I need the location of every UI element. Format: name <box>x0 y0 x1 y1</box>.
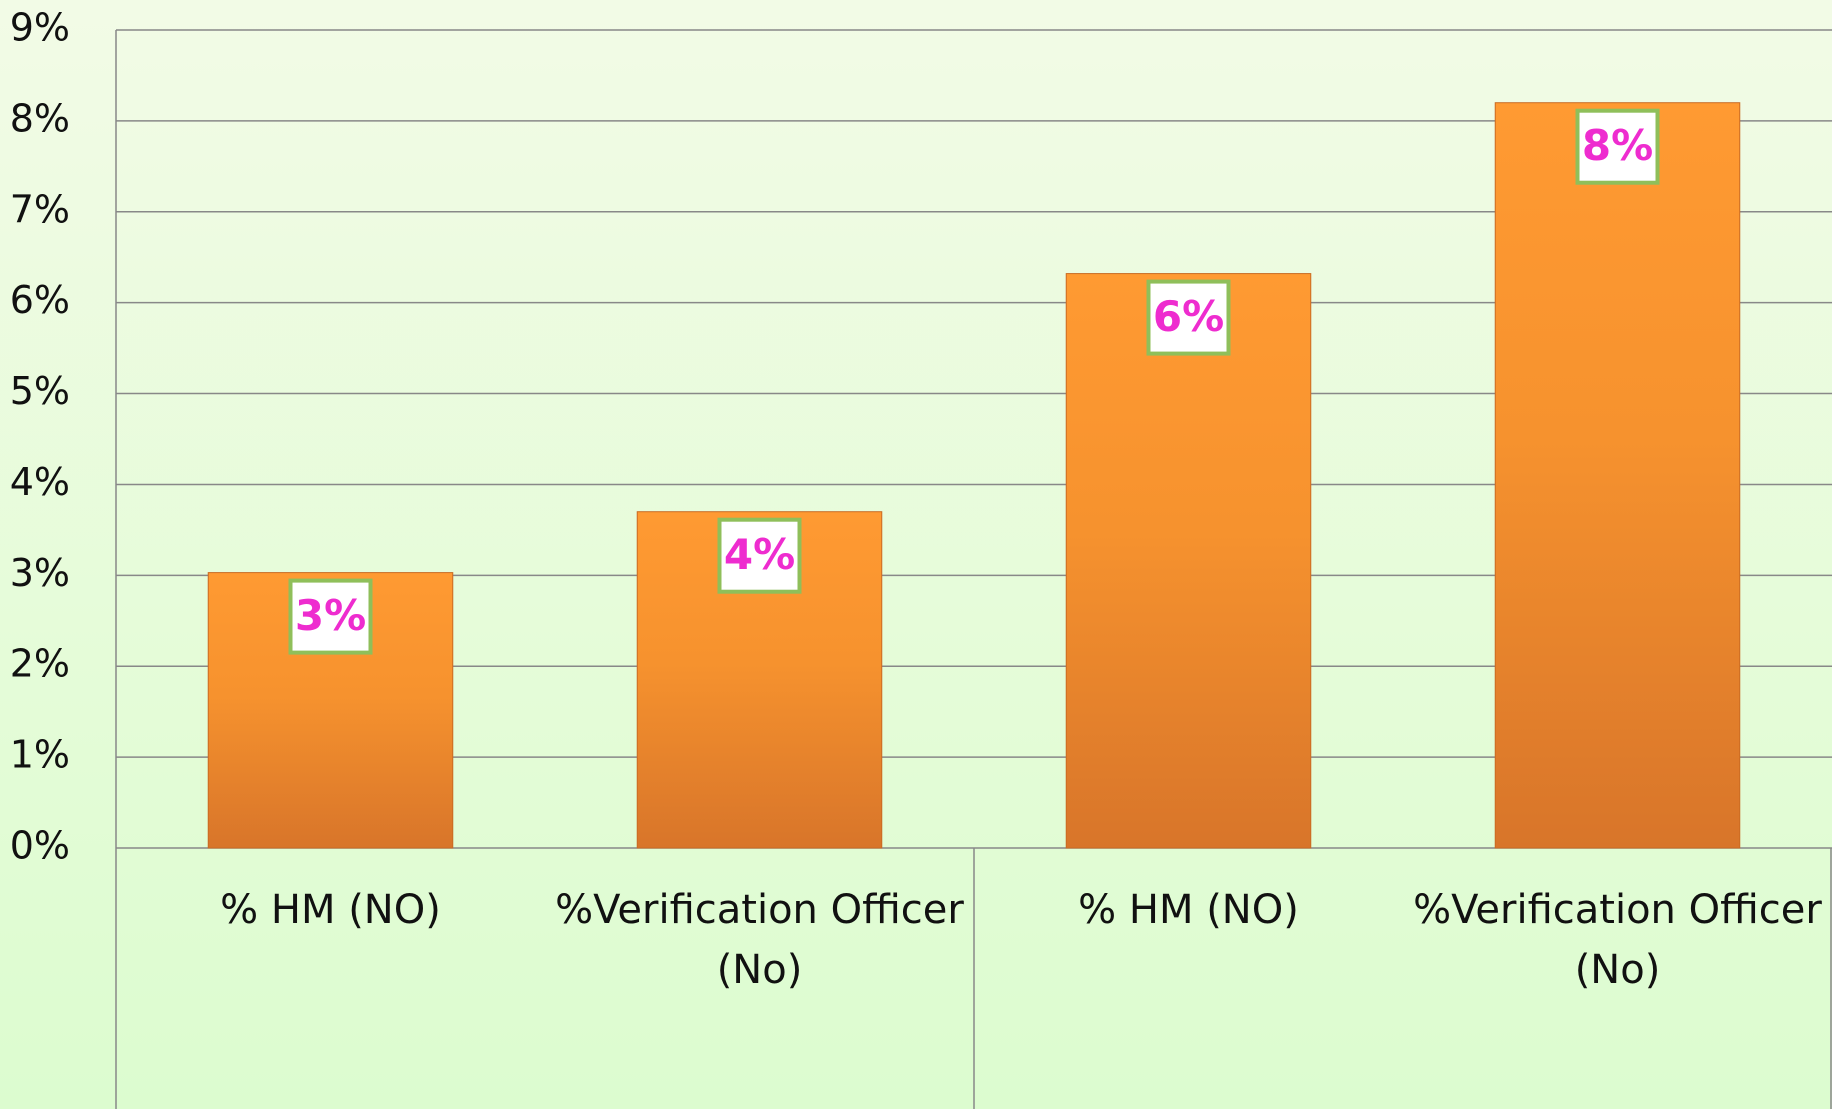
x-tick-label: %Verification Officer (No) <box>1413 887 1822 993</box>
y-tick-label: 7% <box>10 187 70 231</box>
y-tick-label: 3% <box>10 551 70 595</box>
y-tick-label: 9% <box>10 6 70 50</box>
x-tick-label: %Verification Officer (No) <box>555 887 964 993</box>
bar <box>1065 273 1312 849</box>
value-label: 6% <box>1153 292 1224 341</box>
x-tick-label: % HM (NO) <box>220 887 441 933</box>
value-label-box <box>1575 108 1660 185</box>
value-label-box <box>288 578 373 655</box>
y-tick-label: 5% <box>10 369 70 413</box>
y-tick-label: 0% <box>10 824 70 868</box>
value-label: 4% <box>724 530 795 579</box>
y-tick-label: 2% <box>10 642 70 686</box>
bar <box>207 572 454 849</box>
y-tick-label: 6% <box>10 278 70 322</box>
value-label-box <box>1146 279 1231 356</box>
value-label: 8% <box>1582 121 1653 170</box>
y-tick-label: 1% <box>10 733 70 777</box>
value-label-box <box>717 517 802 594</box>
bar <box>1494 102 1741 849</box>
x-tick-label: % HM (NO) <box>1078 887 1299 933</box>
y-tick-label: 4% <box>10 460 70 504</box>
value-label: 3% <box>295 591 366 640</box>
y-tick-label: 8% <box>10 96 70 140</box>
